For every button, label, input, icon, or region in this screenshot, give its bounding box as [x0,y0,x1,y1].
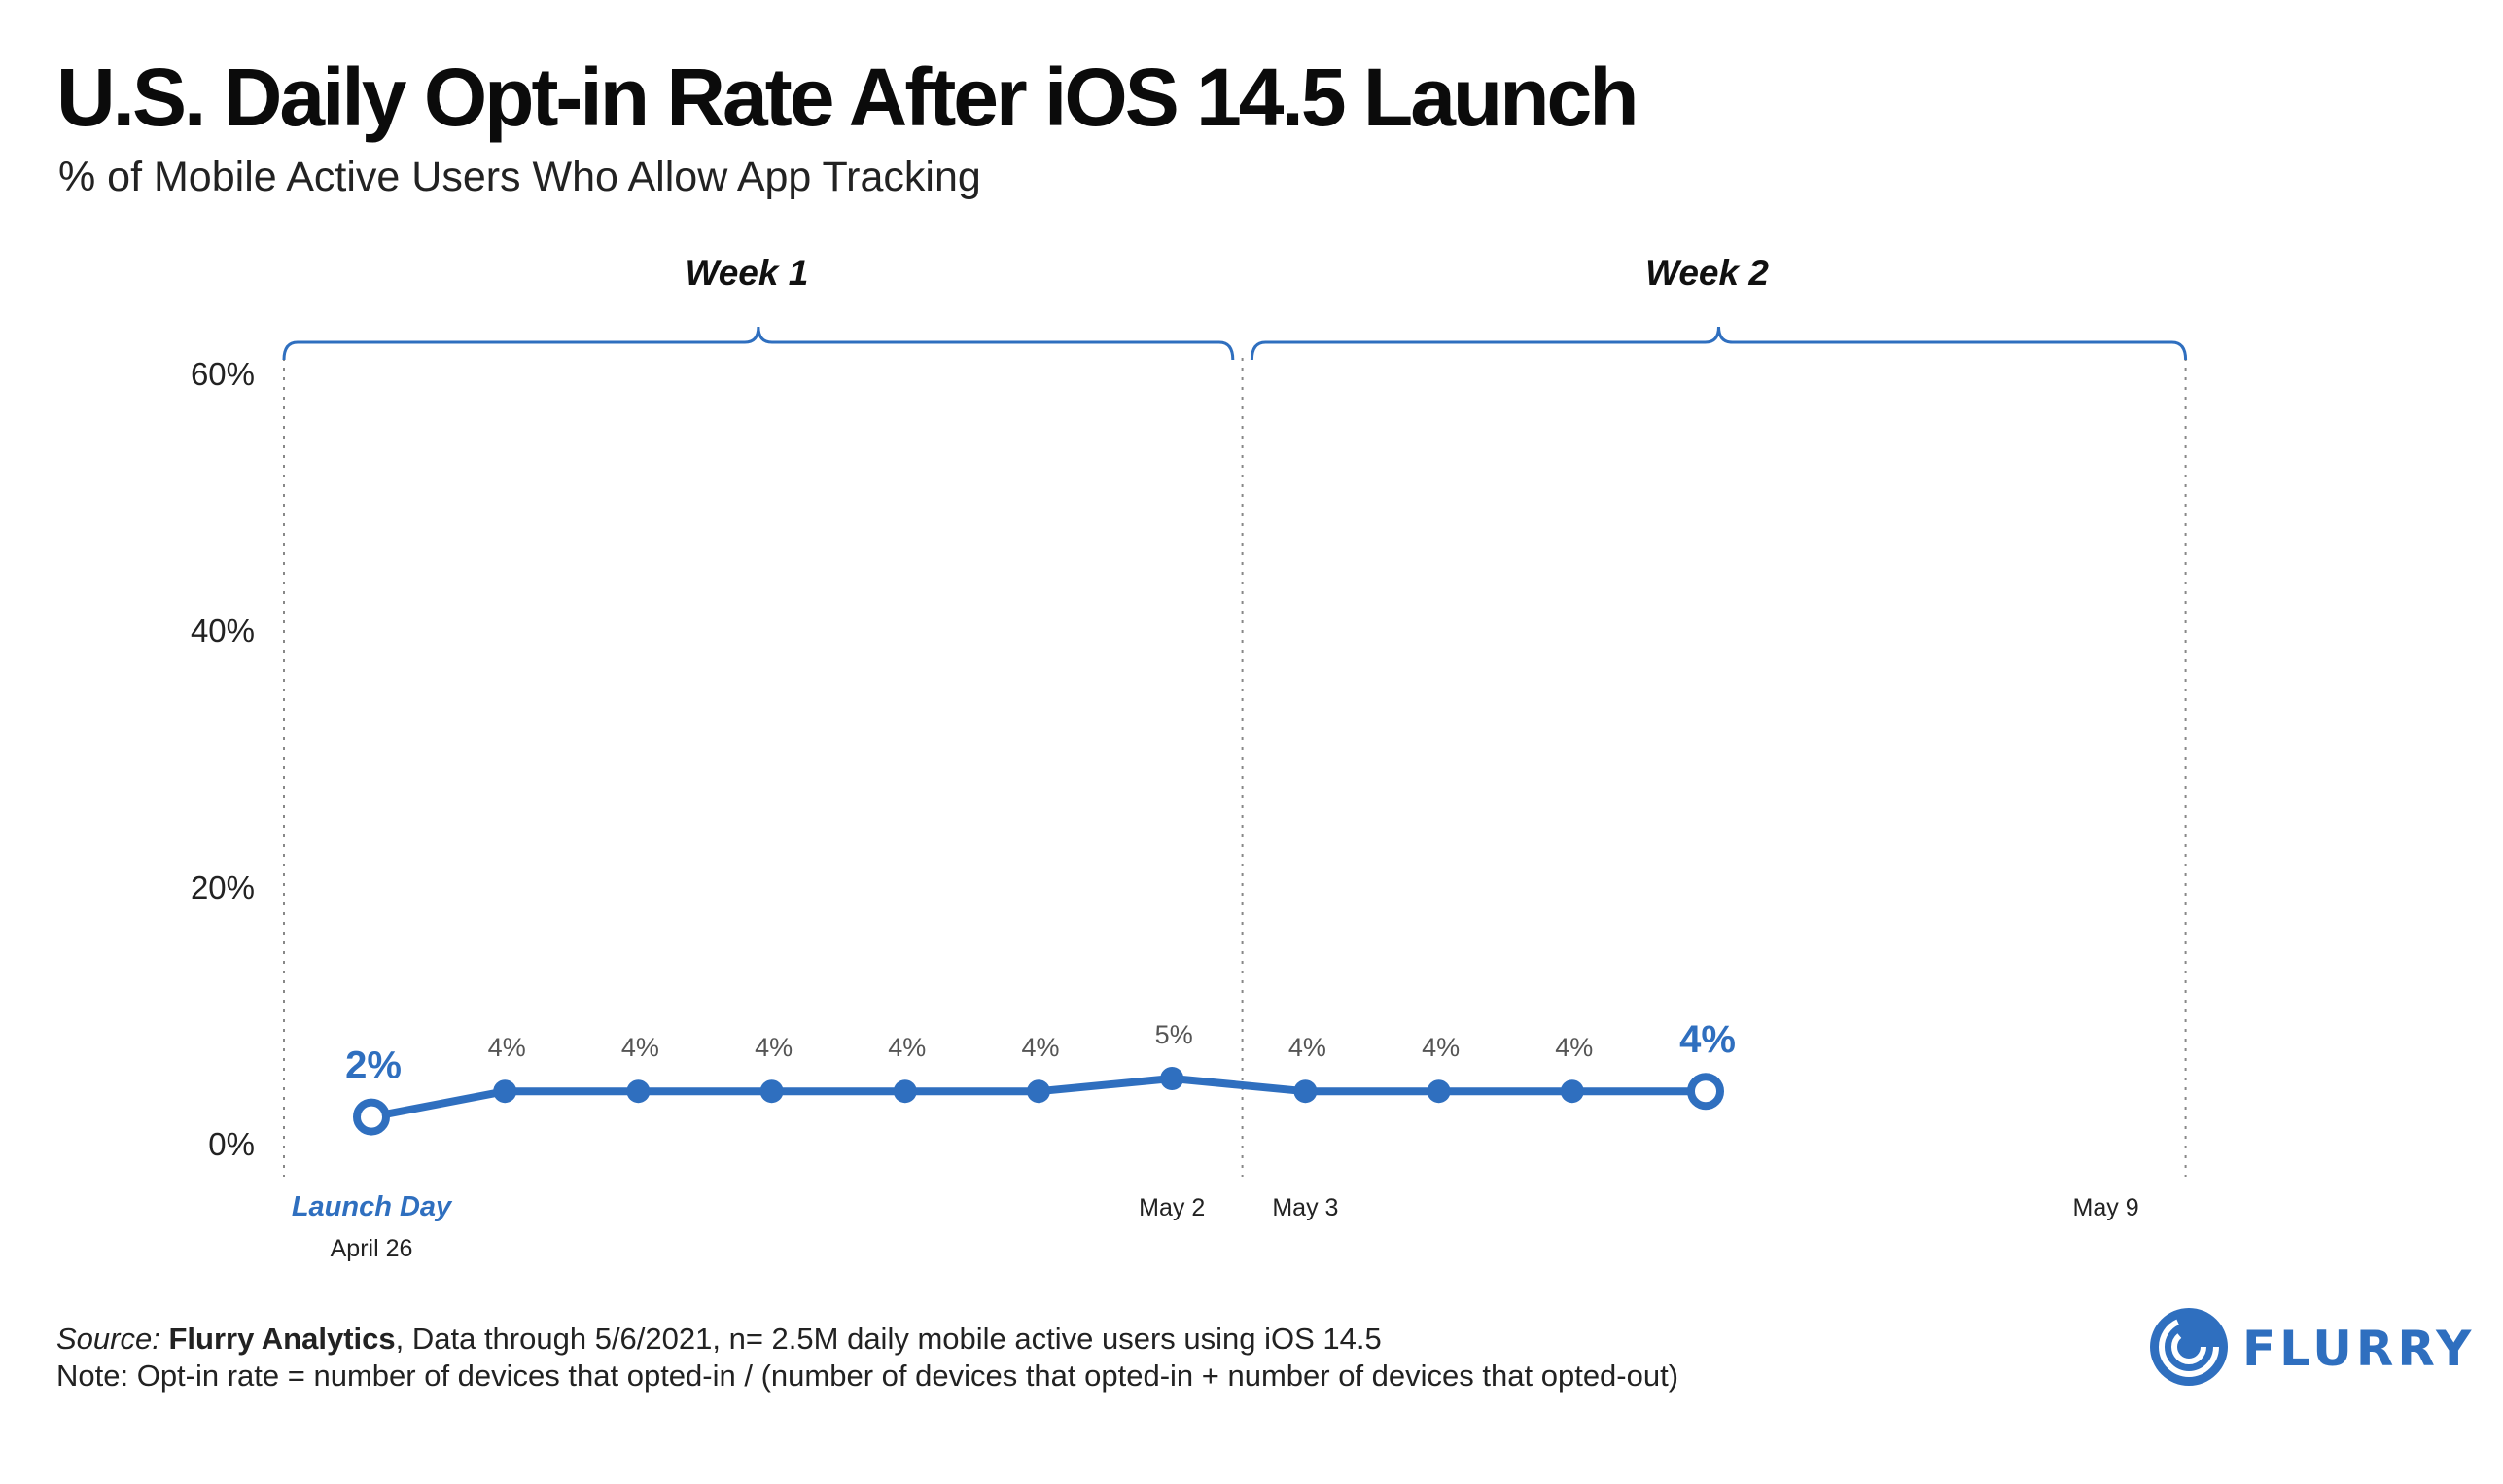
data-label: 4% [1555,1033,1593,1062]
chart-subtitle: % of Mobile Active Users Who Allow App T… [58,154,981,200]
week-dividers [283,358,2187,1177]
data-label: 4% [621,1033,659,1062]
flurry-swirl-icon [2150,1308,2228,1386]
week-brace [282,326,1235,361]
data-label: 2% [345,1044,402,1087]
week-braces: Week 1 Week 2 [282,253,2188,361]
data-label: 4% [1422,1033,1460,1062]
y-tick-label: 20% [191,869,255,905]
week-label: Week 1 [685,253,808,293]
source-name: Flurry Analytics [168,1322,396,1356]
data-point [626,1079,651,1104]
data-point [1160,1067,1184,1090]
flurry-wordmark: FLURRY [2242,1321,2476,1377]
y-tick-label: 40% [191,613,255,649]
data-point [893,1079,917,1104]
x-tick-label: May 9 [2073,1194,2139,1221]
data-label: 4% [1288,1033,1326,1062]
data-label: 4% [888,1033,926,1062]
data-label: 4% [755,1033,793,1062]
data-point [1687,1073,1724,1111]
note-line: Note: Opt-in rate = number of devices th… [56,1359,1679,1393]
chart-footer: Source: Flurry Analytics, Data through 5… [56,1321,1678,1395]
week-label: Week 2 [1645,253,1769,293]
flurry-logo: FLURRY [2145,1303,2471,1391]
chart-title: U.S. Daily Opt-in Rate After iOS 14.5 La… [56,52,1639,143]
data-point [493,1079,517,1104]
data-label: 5% [1155,1020,1193,1049]
data-point [1560,1079,1584,1104]
data-point [1427,1079,1451,1104]
data-point [759,1079,784,1104]
opt-in-line-chart: 0% 20% 40% 60% Week 1 Week 2 Launch Day April… [191,253,2188,1262]
y-tick-label: 60% [191,356,255,392]
data-label: 4% [488,1033,526,1062]
data-point [353,1098,390,1136]
source-label: Source: [56,1322,160,1356]
x-tick-label: May 2 [1139,1194,1205,1221]
series-opt-in-rate: 2% 4% 4% 4% 4% 4% 5% 4% 4% 4% 4% [345,1018,1736,1136]
data-label: 4% [1021,1033,1059,1062]
y-tick-label: 0% [208,1126,255,1162]
week-brace [1250,326,2188,361]
data-point [1293,1079,1318,1104]
x-tick-label: May 3 [1272,1194,1338,1221]
data-point [1027,1079,1050,1104]
x-tick-label: Launch Day [292,1191,453,1222]
source-line: Source: Flurry Analytics, Data through 5… [56,1321,1678,1358]
source-detail: , Data through 5/6/2021, n= 2.5M daily m… [395,1322,1382,1356]
data-label: 4% [1679,1018,1736,1061]
y-axis: 0% 20% 40% 60% [191,356,255,1162]
x-tick-sublabel: April 26 [331,1235,413,1262]
x-axis: Launch Day April 26 May 2 May 3 May 9 [292,1191,2139,1262]
